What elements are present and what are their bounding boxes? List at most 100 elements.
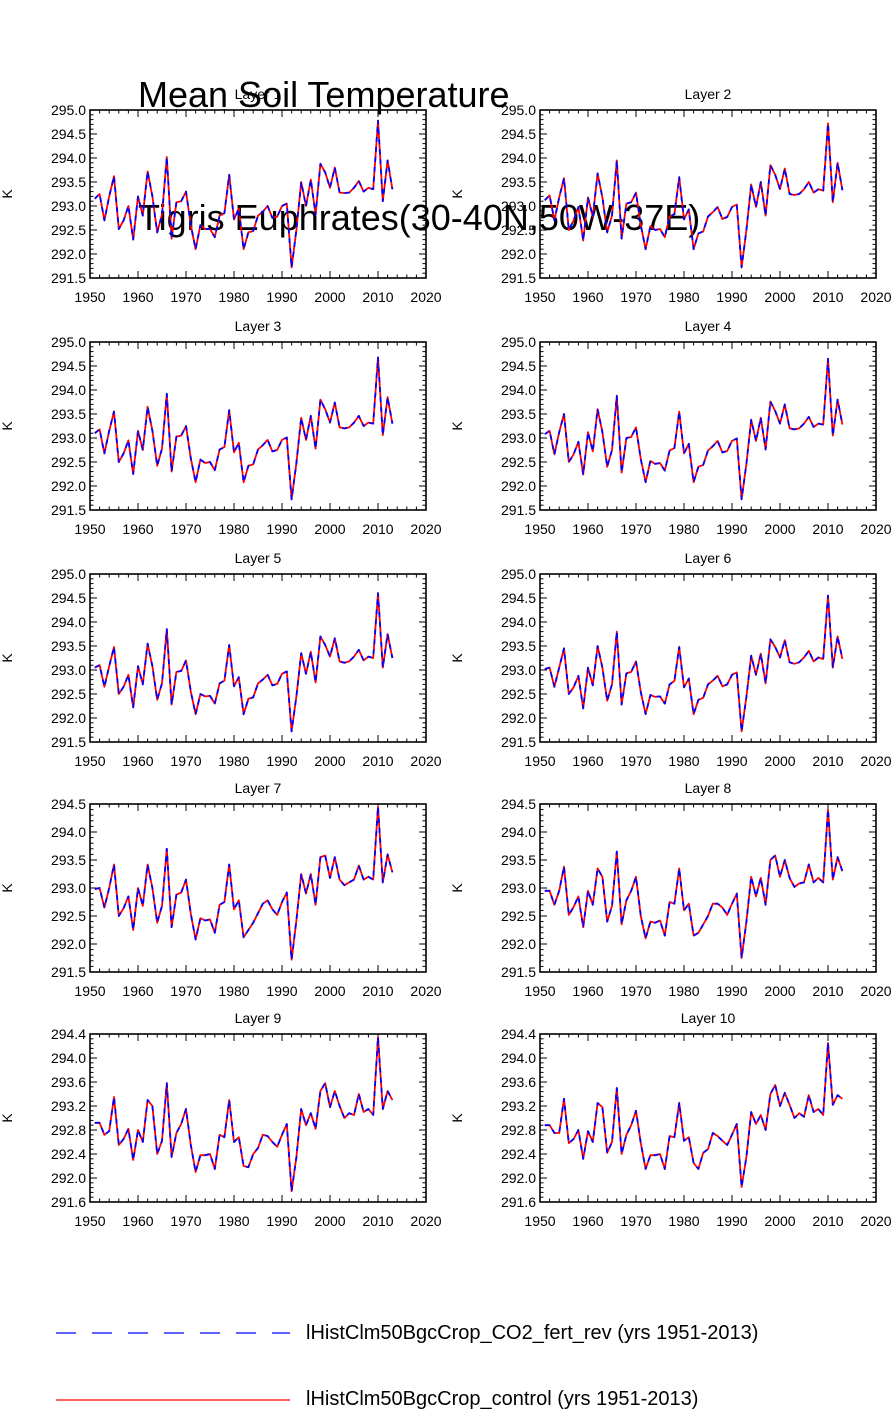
- x-tick-label: 2020: [410, 1213, 441, 1229]
- y-tick-label: 294.0: [501, 382, 536, 398]
- x-tick-label: 1980: [668, 1213, 699, 1229]
- y-tick-label: 294.5: [51, 590, 86, 606]
- y-tick-label: 292.0: [501, 936, 536, 952]
- x-tick-label: 2010: [812, 289, 843, 305]
- y-tick-label: 293.6: [51, 1074, 86, 1090]
- x-tick-label: 2020: [860, 753, 891, 769]
- y-tick-label: 294.0: [501, 150, 536, 166]
- x-tick-label: 1950: [524, 983, 555, 999]
- y-tick-label: 294.4: [501, 1026, 536, 1042]
- x-tick-label: 2000: [314, 983, 345, 999]
- chart-panel-4: Layer 4 K 1950 1960 1970 1980 1990 2000 2010 2020…: [449, 318, 892, 537]
- series-line-co2-fert-rev: [94, 1036, 394, 1193]
- plot-frame: [539, 1033, 877, 1203]
- x-tick-label: 1960: [572, 1213, 603, 1229]
- y-tick-label: 293.0: [501, 430, 536, 446]
- y-tick-label: 294.5: [501, 358, 536, 374]
- x-tick-label: 2000: [764, 521, 795, 537]
- x-tick-label: 2000: [314, 521, 345, 537]
- y-tick-label: 291.5: [501, 964, 536, 980]
- series-line-co2-fert-rev: [544, 357, 844, 501]
- y-axis-label: K: [449, 653, 465, 663]
- x-tick-label: 1990: [716, 521, 747, 537]
- plot-frame: [89, 341, 427, 511]
- y-tick-label: 291.6: [51, 1194, 86, 1210]
- y-tick-label: 291.5: [501, 502, 536, 518]
- y-tick-label: 293.6: [501, 1074, 536, 1090]
- y-tick-label: 292.0: [501, 478, 536, 494]
- chart-title: Layer 5: [235, 550, 282, 566]
- x-tick-label: 2000: [764, 983, 795, 999]
- y-tick-label: 291.6: [501, 1194, 536, 1210]
- y-tick-label: 293.0: [501, 662, 536, 678]
- x-tick-label: 1950: [524, 1213, 555, 1229]
- series-line-co2-fert-rev: [94, 805, 394, 961]
- plot-frame: [539, 803, 877, 973]
- x-tick-label: 1990: [716, 289, 747, 305]
- x-tick-label: 1950: [74, 753, 105, 769]
- y-tick-label: 292.5: [51, 686, 86, 702]
- plot-frame: [89, 109, 427, 279]
- y-tick-label: 294.5: [51, 126, 86, 142]
- x-tick-label: 1990: [266, 521, 297, 537]
- x-tick-label: 1980: [218, 521, 249, 537]
- y-tick-label: 291.5: [51, 734, 86, 750]
- x-tick-label: 1960: [572, 983, 603, 999]
- y-tick-label: 293.0: [501, 880, 536, 896]
- chart-panel-10: Layer 10 K 1950 1960 1970 1980 1990 2000 2010 202…: [449, 1010, 892, 1229]
- y-tick-label: 294.0: [501, 824, 536, 840]
- y-tick-label: 293.5: [51, 406, 86, 422]
- x-tick-label: 2020: [410, 521, 441, 537]
- y-tick-label: 292.5: [501, 686, 536, 702]
- y-tick-label: 294.0: [51, 1050, 86, 1066]
- legend: lHistClm50BgcCrop_CO2_fert_rev (yrs 1951…: [0, 1300, 893, 1412]
- y-tick-label: 293.5: [51, 174, 86, 190]
- legend-swatches: [56, 1332, 290, 1401]
- title-line-1: Mean Soil Temperature: [138, 74, 510, 115]
- x-tick-label: 1970: [170, 1213, 201, 1229]
- y-tick-label: 292.5: [501, 454, 536, 470]
- y-tick-label: 294.0: [501, 614, 536, 630]
- series-line-control: [544, 357, 844, 501]
- series-line-co2-fert-rev: [544, 122, 844, 269]
- x-tick-label: 2010: [812, 753, 843, 769]
- plot-frame: [539, 573, 877, 743]
- x-tick-label: 1990: [716, 1213, 747, 1229]
- x-tick-label: 1990: [266, 983, 297, 999]
- y-tick-label: 294.0: [51, 824, 86, 840]
- chart-panel-8: Layer 8 K 1950 1960 1970 1980 1990 2000 2010 2020…: [449, 780, 892, 999]
- chart-title: Layer 4: [685, 318, 732, 334]
- series-line-co2-fert-rev: [544, 594, 844, 733]
- plot-frame: [89, 573, 427, 743]
- x-tick-label: 2020: [410, 753, 441, 769]
- x-tick-label: 1990: [716, 753, 747, 769]
- y-tick-label: 293.0: [501, 198, 536, 214]
- x-tick-label: 1990: [266, 1213, 297, 1229]
- y-tick-label: 292.0: [501, 246, 536, 262]
- x-tick-label: 1970: [170, 983, 201, 999]
- y-tick-label: 294.0: [51, 382, 86, 398]
- chart-panel-7: Layer 7 K 1950 1960 1970 1980 1990 2000 2010 2020…: [0, 780, 442, 999]
- y-axis-label: K: [0, 653, 15, 663]
- x-tick-label: 2000: [764, 753, 795, 769]
- y-tick-label: 292.0: [501, 710, 536, 726]
- y-axis-label: K: [0, 421, 15, 431]
- x-tick-label: 2000: [314, 753, 345, 769]
- x-tick-label: 1970: [170, 521, 201, 537]
- y-axis-label: K: [449, 189, 465, 199]
- y-tick-label: 294.0: [501, 1050, 536, 1066]
- series-line-co2-fert-rev: [94, 592, 394, 733]
- y-tick-label: 292.0: [501, 1170, 536, 1186]
- y-tick-label: 292.0: [51, 478, 86, 494]
- y-tick-label: 292.0: [51, 1170, 86, 1186]
- x-tick-label: 1990: [266, 753, 297, 769]
- chart-title: Layer 9: [235, 1010, 282, 1026]
- y-tick-label: 294.0: [51, 614, 86, 630]
- y-tick-label: 292.5: [51, 908, 86, 924]
- y-axis-label: K: [0, 883, 15, 893]
- y-tick-label: 292.5: [501, 222, 536, 238]
- x-tick-label: 1980: [218, 753, 249, 769]
- x-tick-label: 1950: [74, 1213, 105, 1229]
- x-tick-label: 1950: [74, 289, 105, 305]
- y-tick-label: 294.4: [51, 1026, 86, 1042]
